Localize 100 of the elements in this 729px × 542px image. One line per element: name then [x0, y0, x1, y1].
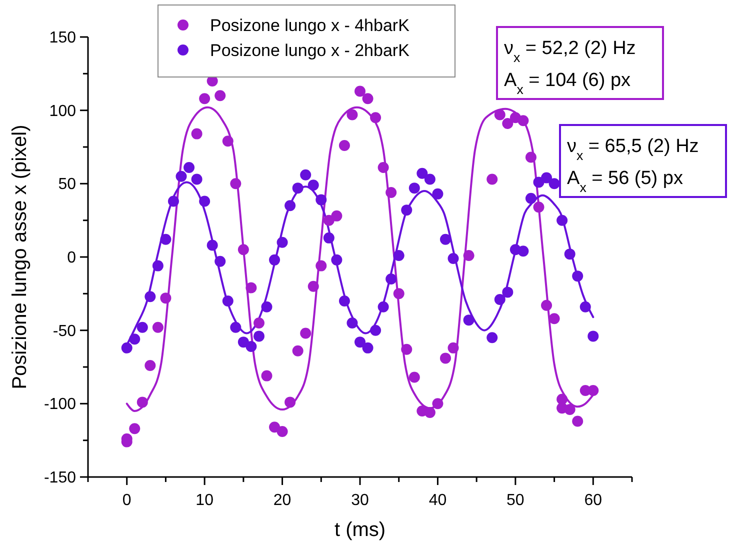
- point: [416, 168, 428, 179]
- point: [238, 244, 249, 256]
- x-tick-label: 20: [273, 492, 292, 509]
- point: [572, 270, 584, 282]
- point: [308, 180, 319, 191]
- point: [160, 234, 172, 245]
- point: [316, 194, 327, 206]
- point: [525, 192, 536, 204]
- x-tick-label: 10: [196, 492, 214, 509]
- y-tick-label: 100: [49, 102, 76, 120]
- point: [129, 334, 140, 345]
- point: [292, 182, 304, 194]
- legend-label: Posizone lungo x - 2hbarK: [210, 41, 410, 60]
- point: [346, 109, 358, 120]
- x-axis-title: t (ms): [334, 519, 386, 541]
- point: [121, 342, 132, 354]
- point: [136, 396, 148, 408]
- point: [331, 254, 342, 266]
- point: [316, 260, 327, 272]
- point: [440, 352, 451, 364]
- point: [323, 232, 334, 244]
- annotation: A$_{x}$ = 56 (5) px: [567, 168, 684, 194]
- point: [432, 188, 444, 200]
- point: [463, 314, 474, 326]
- point: [214, 90, 226, 102]
- point: [548, 313, 560, 324]
- y-tick-label: -150: [44, 470, 76, 486]
- legend-label: Posizone lungo x - 4hbarK: [210, 16, 410, 35]
- point: [269, 254, 280, 266]
- y-tick-label: -100: [44, 396, 76, 414]
- point: [129, 423, 140, 434]
- point: [308, 280, 319, 292]
- point: [541, 172, 552, 184]
- point: [378, 162, 389, 174]
- point: [362, 342, 374, 354]
- point: [253, 330, 264, 342]
- point: [440, 234, 451, 245]
- point: [292, 345, 304, 356]
- point: [246, 340, 257, 352]
- point: [370, 112, 382, 124]
- point: [401, 204, 412, 216]
- point: [548, 178, 560, 190]
- point: [408, 372, 420, 383]
- y-tick-label: -50: [52, 322, 76, 340]
- point: [424, 174, 436, 185]
- annotation: ν$_{x}$ = 65,5 (2) Hz: [567, 136, 699, 162]
- point: [230, 178, 242, 190]
- point: [393, 288, 404, 300]
- x-tick-label: 30: [351, 492, 369, 509]
- point: [525, 152, 536, 163]
- point: [338, 140, 350, 152]
- point: [401, 344, 412, 355]
- point: [323, 214, 334, 226]
- point: [261, 370, 272, 382]
- point: [300, 328, 312, 339]
- point: [486, 332, 498, 344]
- x-tick-label: 60: [584, 492, 602, 509]
- point: [253, 318, 264, 328]
- point: [448, 252, 459, 264]
- point: [424, 406, 436, 418]
- point: [502, 118, 514, 130]
- point: [246, 282, 257, 294]
- point: [191, 128, 202, 140]
- point: [502, 286, 514, 298]
- point: [408, 182, 420, 194]
- point: [564, 248, 576, 260]
- point: [386, 274, 397, 284]
- point: [136, 322, 148, 333]
- x-tick-label: 40: [428, 492, 447, 509]
- point: [230, 322, 242, 333]
- annotation: A$_{x}$ = 104 (6) px: [504, 70, 632, 96]
- point: [378, 301, 389, 312]
- point: [199, 196, 210, 207]
- point: [518, 115, 529, 126]
- point: [222, 296, 234, 306]
- point: [346, 318, 358, 328]
- point: [354, 336, 366, 348]
- point: [494, 109, 506, 120]
- point: [580, 301, 591, 312]
- point: [564, 404, 576, 416]
- y-tick-label: 0: [67, 250, 76, 266]
- point: [269, 422, 280, 433]
- point: [556, 214, 568, 226]
- point: [199, 93, 210, 104]
- point: [533, 176, 544, 188]
- point: [541, 300, 552, 311]
- point: [448, 342, 459, 354]
- point: [494, 294, 506, 306]
- point: [152, 322, 164, 333]
- x-tick-label: 50: [506, 492, 524, 509]
- point: [486, 174, 498, 185]
- point: [176, 170, 187, 182]
- point: [300, 169, 312, 180]
- point: [276, 236, 288, 248]
- point: [206, 240, 218, 251]
- point: [144, 291, 156, 302]
- y-axis-title: Posizione lungo asse x (pixel): [9, 124, 31, 390]
- point: [284, 200, 296, 212]
- point: [354, 86, 366, 97]
- point: [393, 250, 404, 262]
